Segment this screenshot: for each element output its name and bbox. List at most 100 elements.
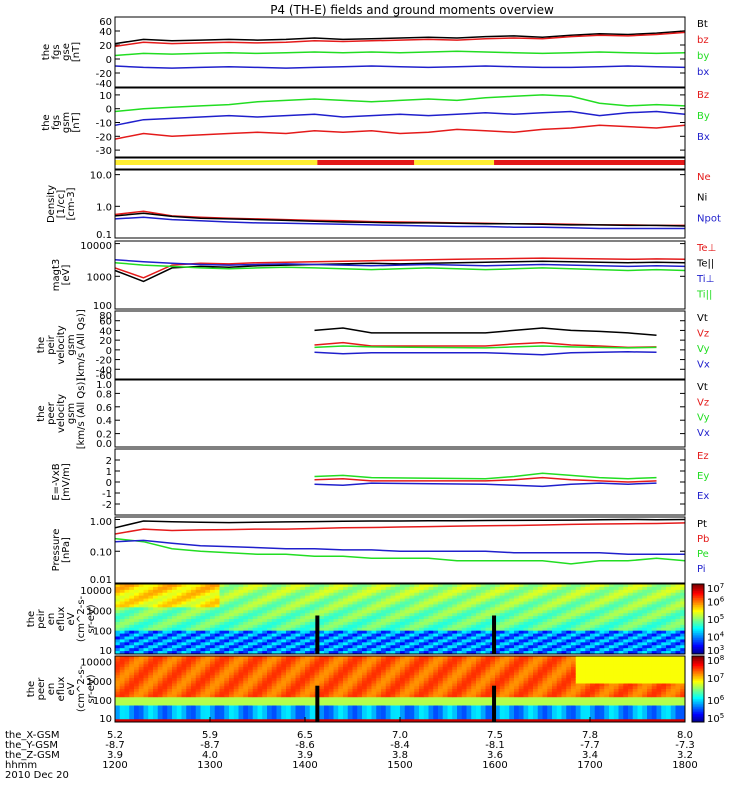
heatmap-cell <box>138 694 144 698</box>
heatmap-cell <box>385 651 391 655</box>
heatmap-cell <box>637 604 643 608</box>
heatmap-cell <box>366 708 372 712</box>
heatmap-cell <box>409 624 415 629</box>
heatmap-cell <box>442 616 448 620</box>
heatmap-cell <box>499 610 505 614</box>
heatmap-cell <box>262 691 268 695</box>
heatmap-cell <box>181 702 187 706</box>
heatmap-cell <box>238 607 244 611</box>
heatmap-cell <box>309 645 315 649</box>
heatmap-cell <box>485 616 491 620</box>
heatmap-cell <box>419 711 425 715</box>
heatmap-cell <box>400 669 406 673</box>
heatmap-cell <box>466 648 472 652</box>
heatmap-cell <box>566 604 572 608</box>
heatmap-cell <box>176 656 182 660</box>
heatmap-cell <box>276 616 282 620</box>
heatmap-cell <box>514 595 520 599</box>
heatmap-cell <box>433 711 439 715</box>
heatmap-cell <box>457 694 463 698</box>
heatmap-cell <box>613 645 619 649</box>
heatmap-cell <box>214 648 220 652</box>
heatmap-cell <box>428 589 434 594</box>
series-line-Pi <box>114 539 685 556</box>
heatmap-cell <box>347 680 353 684</box>
heatmap-cell <box>148 642 154 646</box>
heatmap-cell <box>129 610 135 614</box>
heatmap-cell <box>157 711 163 715</box>
heatmap-cell <box>181 708 187 712</box>
heatmap-cell <box>461 589 467 594</box>
heatmap-cell <box>167 702 173 706</box>
heatmap-cell <box>376 716 382 720</box>
heatmap-cell <box>167 711 173 715</box>
heatmap-cell <box>290 598 296 602</box>
heatmap-cell <box>119 589 125 594</box>
heatmap-cell <box>362 694 368 698</box>
heatmap-cell <box>134 630 140 634</box>
heatmap-cell <box>556 595 562 599</box>
heatmap-cell <box>157 648 163 652</box>
heatmap-cell <box>295 601 301 605</box>
heatmap-cell <box>357 702 363 706</box>
heatmap-cell <box>195 700 201 704</box>
heatmap-cell <box>585 616 591 620</box>
heatmap-cell <box>319 700 325 704</box>
heatmap-cell <box>528 630 534 634</box>
heatmap-cell <box>115 651 121 655</box>
heatmap-cell <box>229 658 235 662</box>
heatmap-cell <box>556 616 562 620</box>
heatmap-cell <box>419 642 425 646</box>
heatmap-cell <box>143 592 149 597</box>
heatmap-cell <box>286 658 292 662</box>
heatmap-cell <box>390 664 396 668</box>
heatmap-cell <box>238 627 244 632</box>
heatmap-cell <box>290 713 296 717</box>
heatmap-cell <box>286 589 292 594</box>
heatmap-cell <box>651 601 657 605</box>
heatmap-cell <box>233 616 239 620</box>
heatmap-cell <box>343 651 349 655</box>
heatmap-cell <box>276 639 282 643</box>
y-tick-label: -60 <box>96 371 112 382</box>
heatmap-cell <box>224 658 230 662</box>
heatmap-cell <box>466 601 472 605</box>
colorbar-cell <box>692 599 704 602</box>
heatmap-cell <box>632 642 638 646</box>
heatmap-cell <box>585 645 591 649</box>
heatmap-cell <box>210 664 216 668</box>
heatmap-cell <box>153 610 159 614</box>
heatmap-cell <box>613 627 619 632</box>
heatmap-cell <box>642 642 648 646</box>
heatmap-cell <box>457 708 463 712</box>
heatmap-cell <box>233 584 239 588</box>
heatmap-cell <box>233 700 239 704</box>
heatmap-cell <box>233 592 239 597</box>
heatmap-cell <box>471 607 477 611</box>
heatmap-cell <box>466 586 472 591</box>
heatmap-cell <box>566 630 572 634</box>
heatmap-cell <box>195 592 201 597</box>
heatmap-cell <box>195 694 201 698</box>
heatmap-cell <box>509 619 515 623</box>
heatmap-cell <box>419 656 425 660</box>
heatmap-cell <box>124 678 130 682</box>
heatmap-cell <box>324 621 330 626</box>
heatmap-cell <box>599 624 605 629</box>
heatmap-cell <box>252 711 258 715</box>
heatmap-cell <box>257 719 263 723</box>
heatmap-cell <box>295 595 301 599</box>
heatmap-cell <box>438 658 444 662</box>
heatmap-cell <box>314 592 320 597</box>
heatmap-cell <box>134 716 140 720</box>
heatmap-cell <box>324 648 330 652</box>
y-axis-label: [eV] <box>61 265 72 286</box>
heatmap-cell <box>537 586 543 591</box>
heatmap-cell <box>666 586 672 591</box>
heatmap-cell <box>618 651 624 655</box>
heatmap-cell <box>314 664 320 668</box>
heatmap-cell <box>390 604 396 608</box>
heatmap-cell <box>357 689 363 693</box>
heatmap-cell <box>509 636 515 640</box>
heatmap-cell <box>195 642 201 646</box>
